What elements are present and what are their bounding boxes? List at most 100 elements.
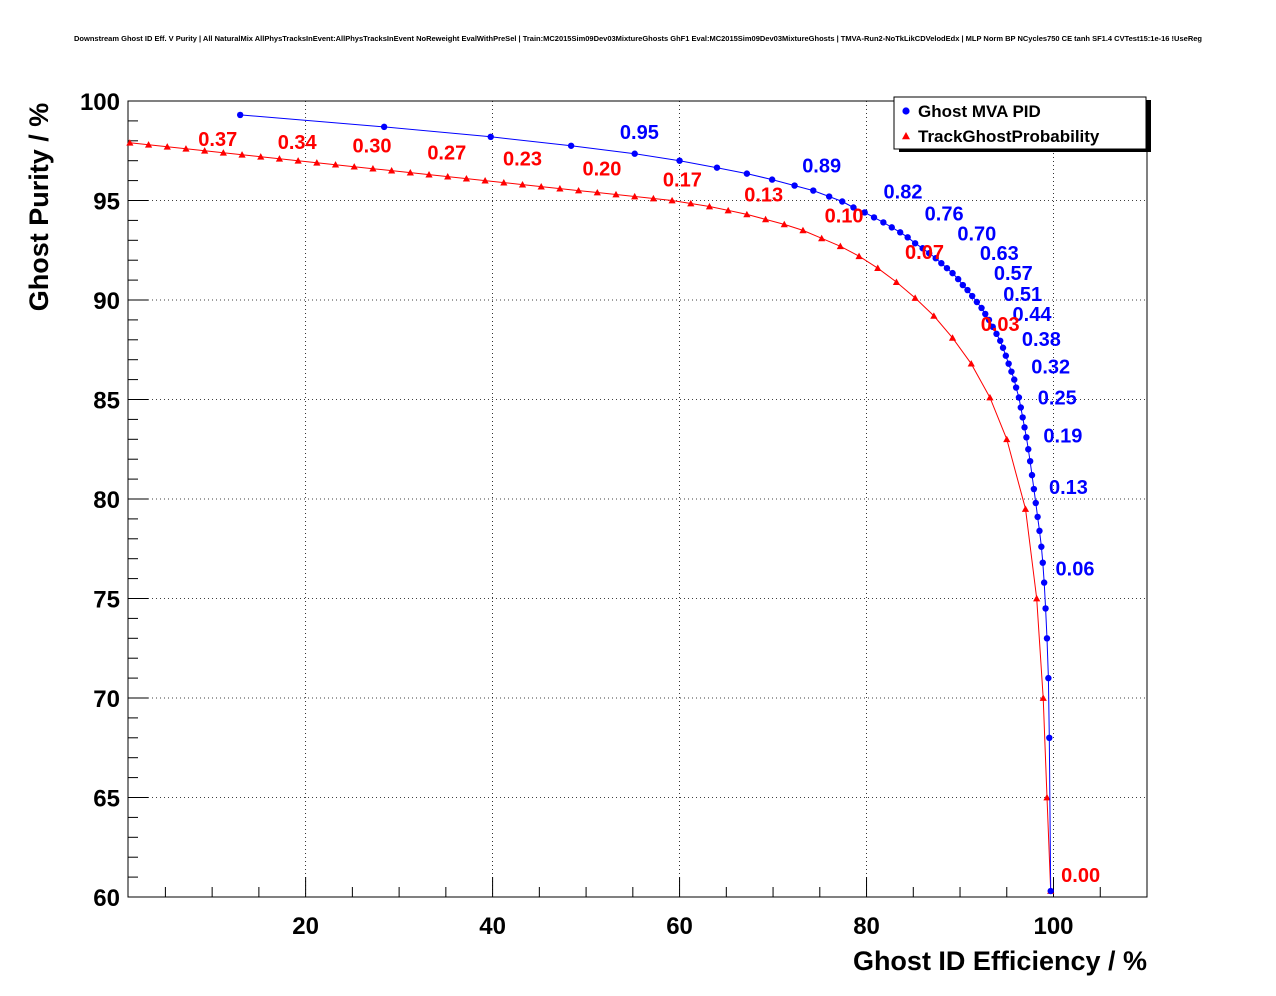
- data-point: [1036, 527, 1043, 535]
- cut-value-label: 0.57: [994, 263, 1033, 285]
- cut-value-label: 0.10: [825, 205, 864, 227]
- data-point: [556, 184, 564, 192]
- data-point: [861, 209, 868, 216]
- x-tick-label: 80: [853, 913, 880, 940]
- data-point: [850, 204, 857, 211]
- cut-value-label: 0.34: [278, 132, 318, 154]
- data-point: [874, 264, 882, 272]
- y-tick-label: 80: [93, 487, 120, 514]
- cut-value-label: 0.30: [353, 136, 392, 158]
- data-point: [904, 234, 911, 241]
- data-point: [964, 286, 971, 294]
- legend-box: [893, 96, 1147, 150]
- data-point: [968, 292, 976, 300]
- data-point: [938, 259, 945, 267]
- data-point: [1047, 887, 1054, 895]
- data-point: [612, 190, 620, 198]
- chart-title: Downstream Ghost ID Eff. V Purity | All …: [74, 34, 1202, 43]
- axes: 20 40 60 80 100 60 65 70 75 80 85 90 95 100: [80, 89, 1148, 940]
- cut-value-label: 0.37: [198, 129, 237, 151]
- cut-value-label: 0.23: [503, 149, 542, 171]
- cut-value-label: 0.44: [1013, 304, 1053, 326]
- y-axis-title: Ghost Purity / %: [24, 103, 54, 312]
- data-point: [1046, 734, 1053, 741]
- data-point: [236, 111, 244, 119]
- data-point: [1042, 605, 1049, 612]
- legend-marker: [902, 132, 910, 140]
- data-point: [444, 173, 452, 180]
- data-point: [687, 199, 695, 207]
- cut-value-label: 0.95: [620, 122, 659, 144]
- data-point: [870, 214, 878, 221]
- data-point: [836, 242, 844, 250]
- y-tick-label: 75: [93, 587, 120, 614]
- data-point: [425, 171, 433, 178]
- data-point: [388, 167, 396, 174]
- data-point: [1005, 360, 1012, 367]
- cut-value-label: 0.17: [663, 170, 702, 192]
- data-point: [993, 330, 1000, 338]
- data-point: [182, 145, 190, 152]
- data-point: [932, 255, 939, 262]
- data-point: [713, 164, 721, 171]
- data-point: [462, 175, 471, 182]
- cut-value-label: 0.32: [1031, 357, 1070, 379]
- data-point: [406, 169, 414, 176]
- y-tick-label: 85: [93, 388, 120, 415]
- data-point: [593, 188, 601, 196]
- y-tick-label: 100: [80, 89, 120, 116]
- data-point: [919, 245, 926, 252]
- cut-value-label: 0.89: [802, 156, 841, 178]
- data-point: [888, 224, 895, 231]
- x-tick-label: 40: [479, 913, 506, 940]
- y-tick-label: 65: [93, 786, 120, 813]
- data-point: [1002, 352, 1010, 359]
- cut-value-label: 0.25: [1038, 387, 1077, 409]
- data-point: [1025, 446, 1032, 453]
- data-point: [1028, 471, 1036, 479]
- x-tick-label: 20: [292, 913, 319, 940]
- legend: Ghost MVA PID TrackGhostProbability: [893, 96, 1151, 152]
- data-point: [948, 334, 957, 341]
- data-point: [978, 304, 985, 312]
- data-point: [238, 151, 246, 158]
- data-point: [997, 337, 1004, 344]
- data-point: [1032, 499, 1039, 507]
- data-point: [481, 177, 489, 184]
- data-point: [350, 163, 358, 170]
- data-point: [1034, 513, 1041, 521]
- data-point: [743, 170, 751, 177]
- data-point: [313, 159, 321, 166]
- data-point: [705, 202, 714, 210]
- data-point: [380, 123, 388, 131]
- data-point: [999, 344, 1007, 351]
- data-point: [973, 298, 981, 306]
- data-point: [1021, 424, 1028, 431]
- cut-value-label: 0.76: [925, 203, 964, 225]
- data-point: [1017, 404, 1024, 411]
- data-point: [761, 215, 770, 223]
- cut-value-label: 0.63: [980, 243, 1019, 265]
- data-point: [825, 193, 833, 200]
- data-point: [257, 153, 265, 160]
- data-point: [724, 206, 732, 214]
- data-point: [810, 187, 817, 194]
- data-point: [1003, 435, 1011, 443]
- data-point: [943, 264, 951, 272]
- data-point: [930, 312, 938, 319]
- data-point: [986, 393, 994, 401]
- data-point: [1019, 414, 1026, 421]
- data-point: [500, 178, 508, 186]
- data-point: [880, 219, 887, 226]
- data-point: [1043, 793, 1051, 801]
- cut-value-labels: 0.95 0.89 0.820.760.700.630.570.510.44 0.38…: [198, 122, 1100, 887]
- cut-value-label: 0.82: [884, 182, 923, 204]
- data-point: [985, 316, 993, 324]
- data-point: [839, 198, 846, 205]
- cut-value-label: 0.27: [427, 143, 466, 165]
- data-point: [676, 157, 683, 164]
- data-point: [144, 141, 153, 148]
- data-point: [989, 323, 996, 331]
- y-tick-label: 60: [93, 885, 120, 912]
